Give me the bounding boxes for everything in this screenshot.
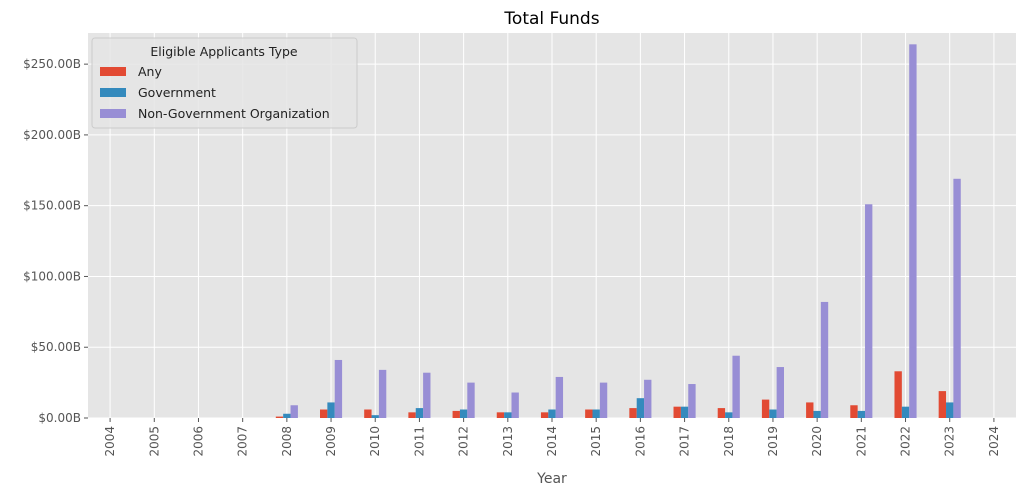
y-tick-label: $100.00B [23,269,81,283]
legend-label: Any [138,64,162,79]
x-tick-label: 2005 [147,426,161,457]
x-tick-label: 2004 [103,426,117,457]
bar-non-government-organization-2020 [820,301,829,418]
bar-government-2022 [901,406,910,418]
x-tick-label: 2009 [324,426,338,457]
x-tick-label: 2018 [722,426,736,457]
bar-non-government-organization-2010 [378,369,387,418]
bar-non-government-organization-2015 [599,382,608,418]
legend-label: Government [138,85,216,100]
y-tick-label: $250.00B [23,57,81,71]
bar-non-government-organization-2016 [644,379,652,418]
x-axis-ticks: 2004 2005 2006 2007 2008 2009 2010 2011 2012 2013… [103,418,1001,457]
bar-any-2018 [717,408,726,418]
bar-non-government-organization-2018 [732,355,740,418]
bar-non-government-organization-2008 [290,405,298,418]
legend-swatch [100,88,126,97]
x-tick-label: 2023 [943,426,957,457]
chart-title: Total Funds [503,9,599,29]
bar-any-2021 [850,405,858,418]
bar-government-2013 [504,412,512,418]
bar-government-2011 [415,408,424,418]
bar-non-government-organization-2012 [467,382,475,418]
bar-any-2012 [452,410,460,418]
bar-government-2021 [857,410,866,418]
bar-non-government-organization-2014 [555,376,564,418]
bar-government-2009 [327,402,335,418]
legend-swatch [100,67,126,76]
bar-any-2017 [673,406,681,418]
bar-any-2009 [320,409,328,418]
x-tick-label: 2010 [368,426,382,457]
legend-title: Eligible Applicants Type [150,44,298,59]
x-tick-label: 2019 [766,426,780,457]
y-tick-label: $150.00B [23,199,81,213]
bar-any-2014 [540,412,549,418]
x-tick-label: 2013 [501,426,515,457]
x-tick-label: 2007 [236,426,250,457]
legend-box [91,37,358,129]
x-tick-label: 2014 [545,426,559,457]
bar-any-2011 [408,412,416,418]
bar-any-2015 [585,409,593,418]
bar-any-2008 [275,416,284,418]
x-tick-label: 2016 [633,426,647,457]
bars [275,44,961,419]
x-tick-label: 2008 [280,426,294,457]
bar-non-government-organization-2017 [688,384,696,418]
x-axis-title: Year [536,471,567,487]
y-tick-label: $0.00B [38,411,81,425]
x-tick-label: 2022 [899,426,913,457]
bar-non-government-organization-2013 [511,392,519,418]
legend-swatch [100,109,126,118]
bar-any-2013 [496,412,505,418]
bar-any-2019 [761,399,770,418]
bar-government-2018 [725,412,733,418]
bar-government-2016 [636,398,645,418]
bar-government-2019 [769,409,777,418]
bar-any-2010 [364,409,372,418]
legend: Eligible Applicants Type Any Government No… [91,37,358,129]
bar-government-2015 [592,409,600,418]
bar-any-2020 [806,402,814,418]
x-tick-label: 2012 [457,426,471,457]
bar-non-government-organization-2021 [865,204,873,418]
x-tick-label: 2006 [191,426,205,457]
bar-non-government-organization-2009 [334,359,343,418]
y-tick-label: $200.00B [23,128,81,142]
x-tick-label: 2017 [678,426,692,457]
y-tick-label: $50.00B [31,340,81,354]
bar-non-government-organization-2022 [909,44,917,419]
bar-government-2017 [680,406,689,418]
bar-government-2014 [548,409,556,418]
bar-any-2016 [629,408,637,418]
bar-government-2020 [813,410,821,418]
bar-government-2010 [371,415,379,418]
bar-non-government-organization-2019 [776,367,784,418]
x-tick-label: 2021 [854,426,868,457]
x-tick-label: 2011 [412,426,426,457]
x-tick-label: 2020 [810,426,824,457]
bar-non-government-organization-2023 [953,178,961,418]
bar-government-2012 [459,409,468,418]
x-tick-label: 2015 [589,426,603,457]
bar-government-2023 [946,402,954,418]
x-tick-label: 2024 [987,426,1001,457]
y-axis-ticks: $0.00B $50.00B $100.00B $150.00B $200.00B $25… [23,57,88,425]
bar-government-2008 [283,413,291,418]
bar-any-2022 [894,371,902,418]
bar-non-government-organization-2011 [423,372,431,418]
bar-any-2023 [938,391,947,418]
legend-label: Non-Government Organization [138,106,330,121]
